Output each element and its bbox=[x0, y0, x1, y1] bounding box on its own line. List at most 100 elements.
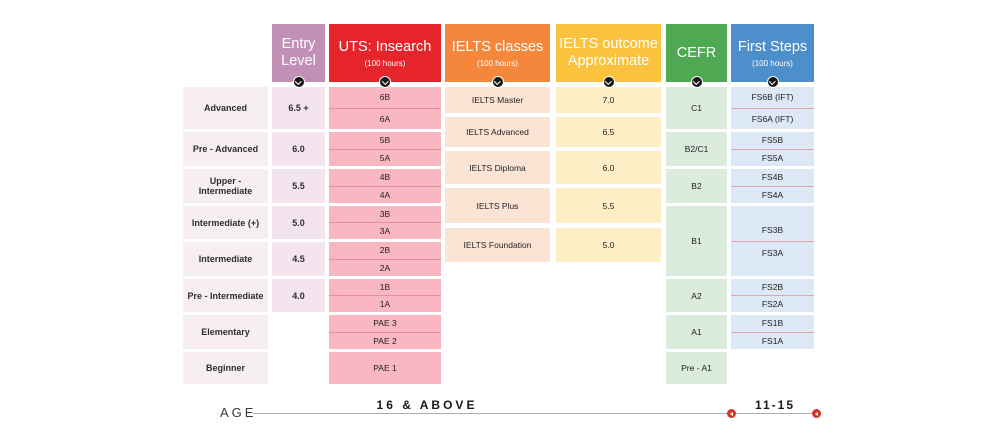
uts-course-cell: 3B bbox=[329, 206, 441, 223]
first-steps-block: FS5B FS5A bbox=[731, 132, 814, 166]
cefr-level-cell: B2/C1 bbox=[666, 132, 727, 166]
first-steps-block: FS6B (IFT) FS6A (IFT) bbox=[731, 87, 814, 129]
first-steps-cell: FS1A bbox=[761, 335, 784, 346]
first-steps-block: FS2B FS2A bbox=[731, 279, 814, 312]
entry-score-cell: 6.5 + bbox=[272, 87, 325, 129]
age-axis-label: AGE bbox=[220, 405, 257, 420]
entry-score-cell: 6.0 bbox=[272, 132, 325, 166]
uts-course-cell: 1B bbox=[329, 279, 441, 296]
ielts-class-cell: IELTS Diploma bbox=[445, 151, 550, 184]
uts-course-cell: PAE 2 bbox=[373, 335, 397, 346]
entry-level-header-title: Entry Level bbox=[281, 36, 316, 69]
chevron-down-icon bbox=[379, 76, 391, 88]
first-steps-block: FS3B FS3A bbox=[731, 206, 814, 276]
age-range-16-above: 16 & ABOVE bbox=[376, 398, 478, 412]
uts-course-cell: 1A bbox=[379, 299, 391, 309]
entry-score-cell: 5.5 bbox=[272, 169, 325, 203]
ielts-outcome-cell: 6.0 bbox=[556, 151, 661, 184]
uts-course-block: 2B 2A bbox=[329, 242, 441, 276]
entry-score-cell: 5.0 bbox=[272, 206, 325, 239]
cefr-level-cell: B2 bbox=[666, 169, 727, 203]
ielts-outcome-cell: 5.0 bbox=[556, 228, 661, 262]
chevron-down-icon bbox=[766, 76, 779, 88]
level-row-label: Advanced bbox=[183, 87, 268, 129]
uts-course-cell: 3A bbox=[379, 226, 391, 236]
uts-course-block: 5B 5A bbox=[329, 132, 441, 166]
ielts-classes-header-hours: (100 hours) bbox=[477, 58, 518, 68]
uts-insearch-header-hours: (100 hours) bbox=[364, 58, 406, 68]
uts-course-block: 4B 4A bbox=[329, 169, 441, 203]
level-row-label: Pre - Intermediate bbox=[183, 279, 268, 312]
chevron-down-icon bbox=[292, 76, 305, 88]
ielts-class-cell: IELTS Plus bbox=[445, 188, 550, 223]
first-steps-header-hours: (100 hours) bbox=[752, 58, 793, 68]
ielts-outcome-header-title: IELTS outcome Approximate bbox=[559, 36, 658, 69]
uts-course-cell: 4B bbox=[329, 169, 441, 187]
cefr-level-cell: Pre - A1 bbox=[666, 352, 727, 384]
uts-course-cell: 6A bbox=[379, 113, 391, 124]
uts-course-block: 3B 3A bbox=[329, 206, 441, 239]
entry-score-cell: 4.5 bbox=[272, 242, 325, 276]
level-row-label: Elementary bbox=[183, 315, 268, 349]
first-steps-header: First Steps (100 hours) bbox=[731, 24, 814, 88]
uts-course-cell: PAE 1 bbox=[373, 363, 397, 373]
uts-course-cell: 2A bbox=[379, 262, 391, 273]
level-row-label: Intermediate (+) bbox=[183, 206, 268, 239]
cefr-header: CEFR bbox=[666, 24, 727, 88]
cefr-header-title: CEFR bbox=[676, 44, 717, 61]
cefr-level-cell: B1 bbox=[666, 206, 727, 276]
cefr-level-cell: A1 bbox=[666, 315, 727, 349]
uts-insearch-header: UTS: Insearch (100 hours) bbox=[329, 24, 441, 88]
first-steps-cell: FS5B bbox=[731, 132, 814, 150]
ielts-outcome-cell: 7.0 bbox=[556, 87, 661, 113]
uts-course-cell: PAE 3 bbox=[329, 315, 441, 333]
uts-course-block: 1B 1A bbox=[329, 279, 441, 312]
ielts-class-cell: IELTS Master bbox=[445, 87, 550, 113]
uts-course-cell: 5A bbox=[379, 152, 391, 163]
level-row-label: Beginner bbox=[183, 352, 268, 384]
cefr-level-cell: C1 bbox=[666, 87, 727, 129]
uts-insearch-column: UTS: Insearch (100 hours) 6B 6A 5B 5A 4B… bbox=[329, 0, 441, 438]
ielts-outcome-column: IELTS outcome Approximate 7.0 6.5 6.0 5.… bbox=[556, 0, 661, 438]
level-row-label: Intermediate bbox=[183, 242, 268, 276]
ielts-class-cell: IELTS Foundation bbox=[445, 228, 550, 262]
entry-score-cell: 4.0 bbox=[272, 279, 325, 312]
first-steps-block: FS1B FS1A bbox=[731, 315, 814, 349]
entry-level-header: Entry Level bbox=[272, 24, 325, 88]
first-steps-cell: FS6B (IFT) bbox=[731, 87, 814, 109]
first-steps-cell: FS6A (IFT) bbox=[751, 113, 794, 124]
first-steps-cell: FS2A bbox=[761, 299, 784, 309]
uts-course-cell: 2B bbox=[329, 242, 441, 260]
age-marker-icon bbox=[812, 409, 821, 418]
level-row-label: Upper - Intermediate bbox=[183, 169, 268, 203]
first-steps-cell: FS2B bbox=[731, 279, 814, 296]
level-row-label: Pre - Advanced bbox=[183, 132, 268, 166]
first-steps-cell: FS4A bbox=[761, 189, 784, 200]
uts-course-block: PAE 3 PAE 2 bbox=[329, 315, 441, 349]
first-steps-cell: FS3A bbox=[761, 247, 784, 258]
cefr-level-cell: A2 bbox=[666, 279, 727, 312]
chevron-down-icon bbox=[602, 76, 615, 88]
first-steps-column: First Steps (100 hours) FS6B (IFT) FS6A … bbox=[731, 0, 814, 438]
uts-insearch-header-title: UTS: Insearch bbox=[338, 38, 432, 55]
level-labels-column: Advanced Pre - Advanced Upper - Intermed… bbox=[183, 0, 268, 438]
first-steps-cell: FS3B bbox=[731, 206, 814, 242]
first-steps-header-title: First Steps bbox=[737, 38, 808, 55]
first-steps-cell: FS1B bbox=[731, 315, 814, 333]
first-steps-cell: FS4B bbox=[731, 169, 814, 187]
ielts-outcome-cell: 6.5 bbox=[556, 117, 661, 147]
ielts-class-cell: IELTS Advanced bbox=[445, 117, 550, 147]
chevron-down-icon bbox=[690, 76, 703, 88]
age-marker-icon bbox=[727, 409, 736, 418]
uts-course-cell: 5B bbox=[329, 132, 441, 150]
ielts-classes-column: IELTS classes (100 hours) IELTS Master I… bbox=[445, 0, 550, 438]
uts-course-block: PAE 1 bbox=[329, 352, 441, 384]
ielts-outcome-header: IELTS outcome Approximate bbox=[556, 24, 661, 88]
uts-course-block: 6B 6A bbox=[329, 87, 441, 129]
ielts-classes-header: IELTS classes (100 hours) bbox=[445, 24, 550, 88]
uts-course-cell: 4A bbox=[379, 189, 391, 200]
entry-level-column: Entry Level 6.5 + 6.0 5.5 5.0 4.5 4.0 bbox=[272, 0, 325, 438]
first-steps-block: FS4B FS4A bbox=[731, 169, 814, 203]
age-axis-line bbox=[253, 413, 817, 414]
